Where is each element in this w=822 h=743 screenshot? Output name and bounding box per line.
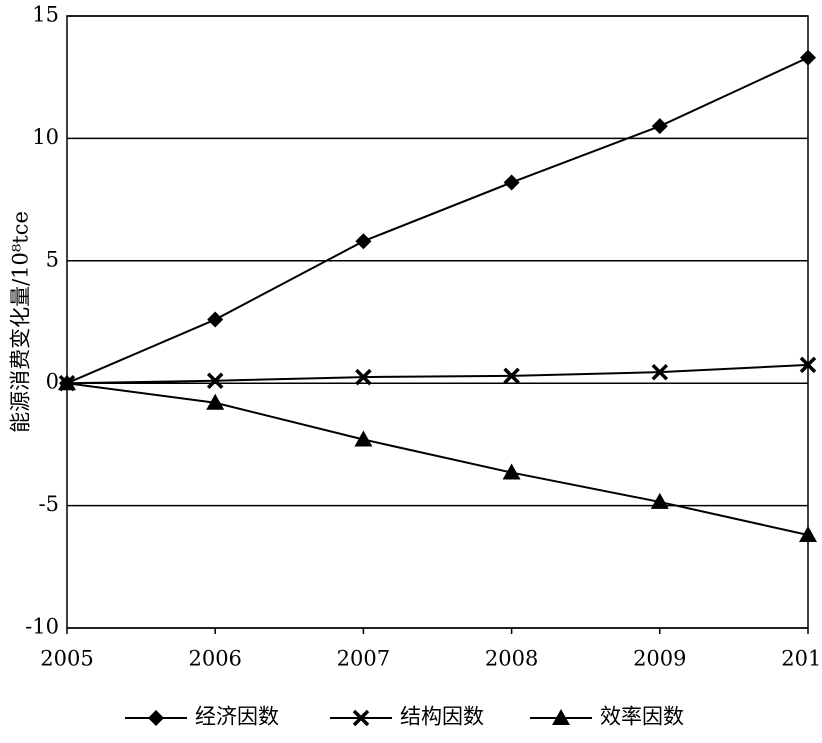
marker — [352, 709, 370, 727]
x-tick-label: 2010 — [781, 647, 822, 671]
series-line — [66, 56, 809, 385]
y-axis-label: 能源消费变化量/10⁸tce — [9, 211, 33, 433]
legend-label: 效率因数 — [600, 705, 684, 729]
marker — [58, 374, 76, 391]
marker — [799, 356, 817, 374]
y-tick-label: 5 — [46, 247, 59, 271]
marker — [502, 463, 521, 480]
marker — [354, 430, 373, 447]
series-line — [66, 382, 809, 536]
series-line — [66, 363, 809, 385]
marker — [355, 233, 372, 250]
x-tick-label: 2006 — [188, 647, 241, 671]
plot-frame — [66, 15, 809, 629]
marker — [650, 492, 669, 509]
y-tick-label: -5 — [39, 492, 59, 516]
marker — [503, 174, 520, 191]
marker — [148, 710, 164, 726]
marker — [799, 525, 817, 542]
marker — [503, 367, 520, 385]
y-tick-label: 0 — [46, 370, 59, 394]
legend-label: 结构因数 — [400, 705, 484, 729]
x-tick-label: 2005 — [40, 647, 93, 671]
marker — [207, 311, 224, 328]
marker — [206, 372, 224, 389]
x-tick-label: 2007 — [337, 647, 390, 671]
legend-label: 经济因数 — [195, 705, 279, 729]
marker — [800, 49, 816, 66]
marker — [206, 393, 225, 410]
marker — [651, 118, 668, 135]
y-tick-label: -10 — [25, 615, 59, 639]
marker — [355, 368, 372, 386]
x-tick-label: 2008 — [485, 647, 538, 671]
x-tick-label: 2009 — [633, 647, 686, 671]
marker — [552, 709, 570, 725]
y-tick-label: 10 — [32, 125, 59, 149]
y-tick-label: 15 — [32, 3, 59, 27]
marker — [651, 363, 669, 381]
